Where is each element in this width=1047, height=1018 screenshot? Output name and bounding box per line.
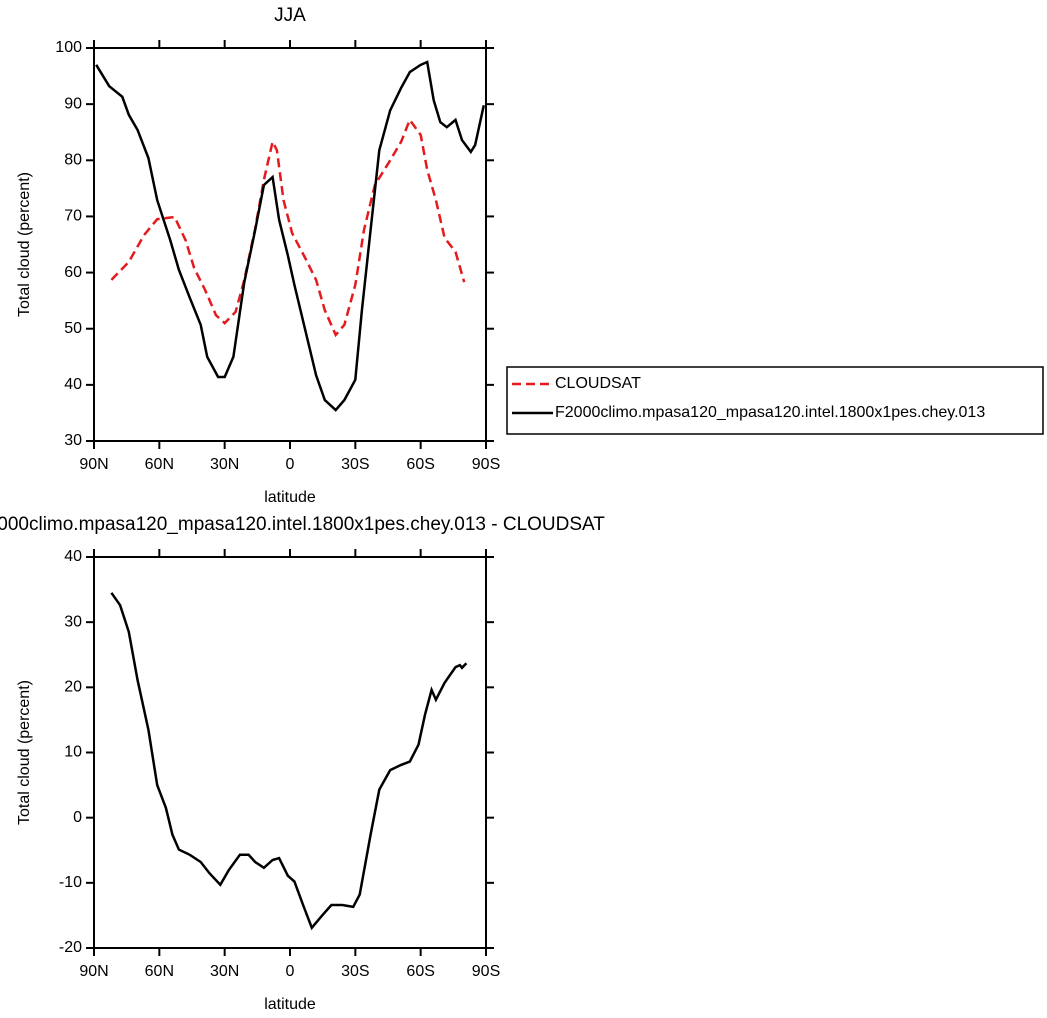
x-tick-label: 30N	[210, 456, 239, 473]
y-tick-label: -10	[59, 874, 82, 891]
legend-label: F2000climo.mpasa120_mpasa120.intel.1800x…	[555, 404, 985, 421]
x-axis-label: latitude	[264, 489, 316, 506]
plot-frame	[93, 47, 487, 442]
data-line	[110, 117, 466, 338]
y-tick-label: 50	[64, 320, 82, 337]
legend-label: CLOUDSAT	[555, 375, 641, 392]
x-tick-label: 90N	[79, 456, 108, 473]
chart-title: JJA	[274, 5, 306, 26]
y-tick-label: 30	[64, 613, 82, 630]
y-tick-label: 100	[55, 39, 82, 56]
y-tick-label: 30	[64, 432, 82, 449]
x-tick-label: 60S	[406, 963, 434, 980]
y-tick-label: 0	[73, 809, 82, 826]
y-tick-label: 90	[64, 95, 82, 112]
y-tick-label: 60	[64, 264, 82, 281]
x-tick-label: 90S	[472, 963, 500, 980]
x-tick-label: 30S	[341, 963, 369, 980]
x-tick-label: 60N	[145, 963, 174, 980]
y-tick-label: 70	[64, 208, 82, 225]
x-tick-label: 60S	[406, 456, 434, 473]
data-line	[110, 592, 468, 931]
y-tick-label: 10	[64, 744, 82, 761]
x-tick-label: 0	[286, 963, 295, 980]
y-tick-label: 20	[64, 679, 82, 696]
y-tick-label: 40	[64, 376, 82, 393]
x-tick-label: 90N	[79, 963, 108, 980]
x-tick-label: 60N	[145, 456, 174, 473]
y-tick-label: 80	[64, 152, 82, 169]
y-tick-label: -20	[59, 939, 82, 956]
y-axis-label: Total cloud (percent)	[16, 172, 33, 317]
data-line	[95, 60, 486, 412]
x-tick-label: 0	[286, 456, 295, 473]
x-axis-label: latitude	[264, 996, 316, 1013]
chart-title: F2000climo.mpasa120_mpasa120.intel.1800x…	[0, 514, 605, 535]
x-tick-label: 90S	[472, 456, 500, 473]
plot-frame	[93, 556, 487, 949]
y-axis-label: Total cloud (percent)	[16, 680, 33, 825]
y-tick-label: 40	[64, 548, 82, 565]
x-tick-label: 30N	[210, 963, 239, 980]
legend-box	[506, 366, 1044, 435]
x-tick-label: 30S	[341, 456, 369, 473]
